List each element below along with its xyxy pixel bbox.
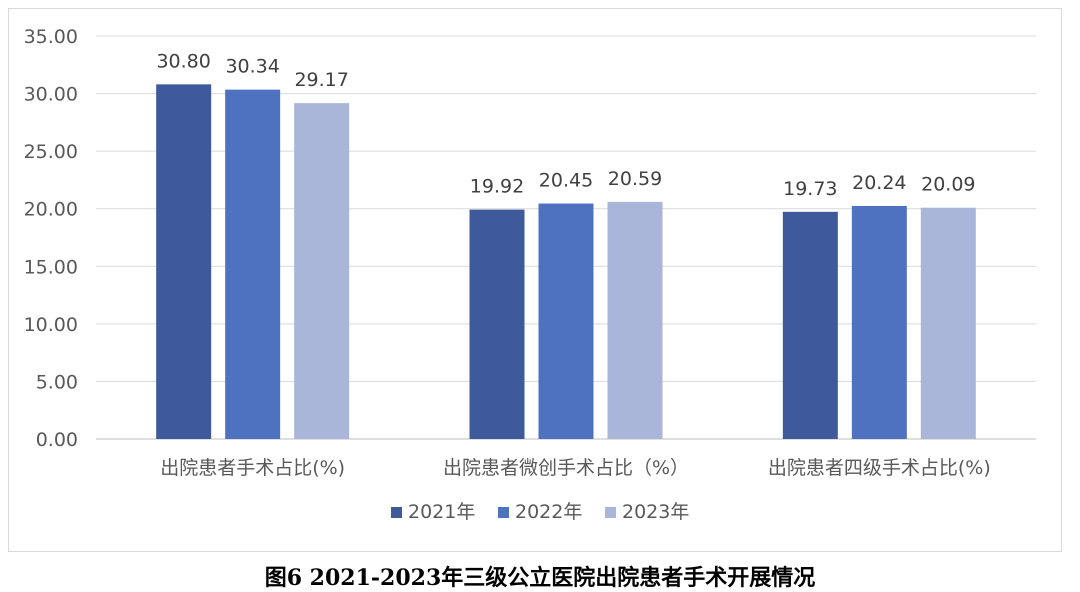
bar-2022年-1 [538,203,594,439]
y-axis-ticks: 0.00 5.00 10.00 15.00 20.00 25.00 30.00 35.00 [24,26,78,451]
data-label: 19.92 [470,176,524,198]
legend-swatch [605,507,616,518]
legend-swatch [498,507,509,518]
bar-2023年-2 [920,207,976,439]
bar-2021年-2 [782,211,838,439]
category-label: 出院患者手术占比(%) [160,457,345,479]
bar-2022年-0 [225,89,281,440]
data-labels: 30.80 30.34 29.17 19.92 20.45 20.59 19.73 20.24… [156,50,975,199]
bar-2022年-2 [851,205,907,439]
data-label: 19.73 [783,178,837,200]
data-label: 20.45 [539,170,593,192]
y-tick-label: 0.00 [36,429,78,451]
data-label: 20.09 [921,174,975,196]
data-label: 20.59 [608,168,662,190]
data-label: 20.24 [852,172,906,194]
data-label: 29.17 [294,69,348,91]
legend-label: 2021年 [408,501,475,523]
y-tick-label: 15.00 [24,256,78,278]
data-label: 30.80 [156,50,210,72]
category-labels: 出院患者手术占比(%) 出院患者微创手术占比（%） 出院患者四级手术占比(%) [160,457,991,479]
bar-2023年-0 [294,103,350,439]
bar-2023年-1 [607,201,663,439]
y-tick-label: 25.00 [24,141,78,163]
y-tick-label: 30.00 [24,84,78,106]
data-label: 30.34 [225,56,279,78]
figure-caption: 图6 2021-2023年三级公立医院出院患者手术开展情况 [264,565,816,591]
y-tick-label: 10.00 [24,314,78,336]
y-tick-label: 5.00 [36,371,78,393]
legend-label: 2022年 [515,501,582,523]
bar-chart: 0.00 5.00 10.00 15.00 20.00 25.00 30.00 35.00 3… [24,26,1036,523]
legend-label: 2023年 [622,501,689,523]
bars [156,84,976,440]
legend-swatch [391,507,402,518]
category-label: 出院患者四级手术占比(%) [768,457,991,479]
bar-2021年-1 [469,209,525,439]
y-tick-label: 20.00 [24,199,78,221]
bar-2021年-0 [156,84,212,440]
y-tick-label: 35.00 [24,26,78,48]
legend: 2021年 2022年 2023年 [391,501,689,523]
category-label: 出院患者微创手术占比（%） [443,457,689,479]
